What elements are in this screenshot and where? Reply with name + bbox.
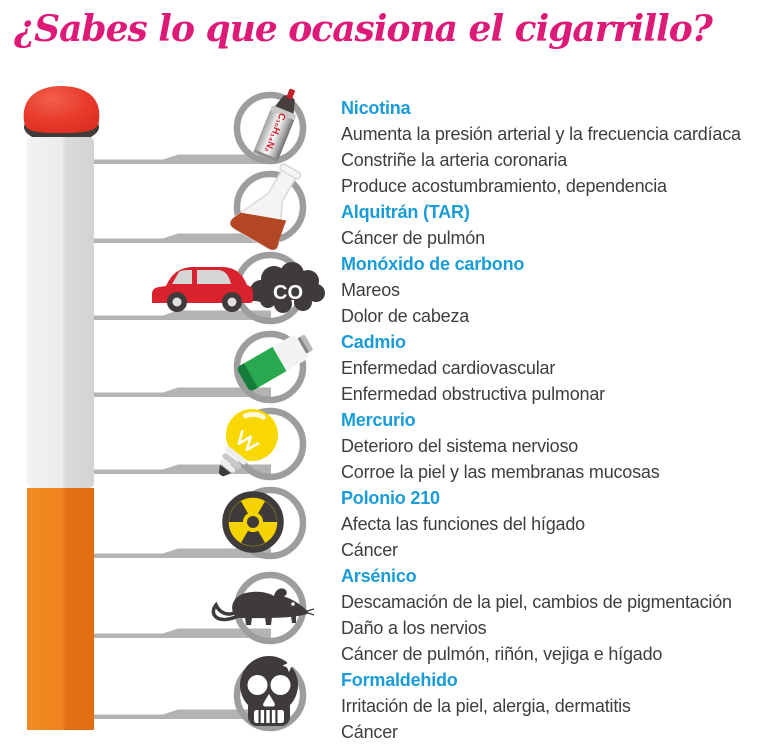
section-header-arsenico: Arsénico [341,566,417,586]
section-header-nicotina: Nicotina [341,98,411,118]
effect-line: Dolor de cabeza [341,306,470,326]
exhaust-cloud [249,262,325,313]
icon-ring [233,91,307,165]
cigarette-illustration [23,86,100,730]
skull-icon [240,656,298,726]
effect-line: Produce acostumbramiento, dependencia [341,176,667,196]
match-head [23,86,100,133]
effect-line: Cáncer [341,722,398,742]
connector-lines [94,154,271,719]
battery-icon [237,334,313,391]
effect-line: Enfermedad cardiovascular [341,358,556,378]
rat-icon [211,588,315,625]
cigarette-graphic: C₁₀H₁₄N₂ CO [23,86,325,732]
co-label: CO [273,282,303,304]
connector-line [94,154,271,164]
connector-line [94,548,271,558]
spray-can-icon: C₁₀H₁₄N₂ [253,88,297,162]
page-title: ¿Sabes lo que ocasiona el cigarrillo? [14,8,713,50]
connector-line [94,310,271,320]
section-header-mercurio: Mercurio [341,410,416,430]
effect-line: Deterioro del sistema nervioso [341,436,579,456]
effect-line: Cáncer de pulmón [341,228,485,248]
effect-line: Cáncer [341,540,398,560]
effect-line: Enfermedad obstructiva pulmonar [341,384,605,404]
icon-ring [233,330,307,404]
cigarette-filter [27,488,94,730]
section-header-alquitran: Alquitrán (TAR) [341,202,470,222]
connector-line [94,628,271,638]
car-window-rear [197,270,231,284]
effect-line: Afecta las funciones del hígado [341,514,585,534]
section-header-polonio: Polonio 210 [341,488,440,508]
effect-line: Descamación de la piel, cambios de pigme… [341,592,732,612]
effect-line: Daño a los nervios [341,618,487,638]
connector-line [94,233,271,243]
car-window-front [172,270,192,284]
effect-line: Constriñe la arteria coronaria [341,150,568,170]
section-header-cadmio: Cadmio [341,332,406,352]
flask-icon [229,163,302,251]
effect-line: Irritación de la piel, alergia, dermatit… [341,696,631,716]
section-header-formaldehido: Formaldehido [341,670,458,690]
section-header-monoxido: Monóxido de carbono [341,254,525,274]
effect-line: Aumenta la presión arterial y la frecuen… [341,124,741,144]
cigarette-body [27,137,94,488]
car-exhaust-icon: CO [152,262,325,313]
connector-line [94,709,271,719]
effects-list: Nicotina Aumenta la presión arterial y l… [341,95,770,745]
effect-line: Cáncer de pulmón, riñón, vejiga e hígado [341,644,663,664]
light-bulb-icon [218,409,278,477]
radioactive-icon [222,491,284,553]
effect-line: Mareos [341,280,400,300]
connector-line [94,387,271,397]
effect-line: Corroe la piel y las membranas mucosas [341,462,660,482]
